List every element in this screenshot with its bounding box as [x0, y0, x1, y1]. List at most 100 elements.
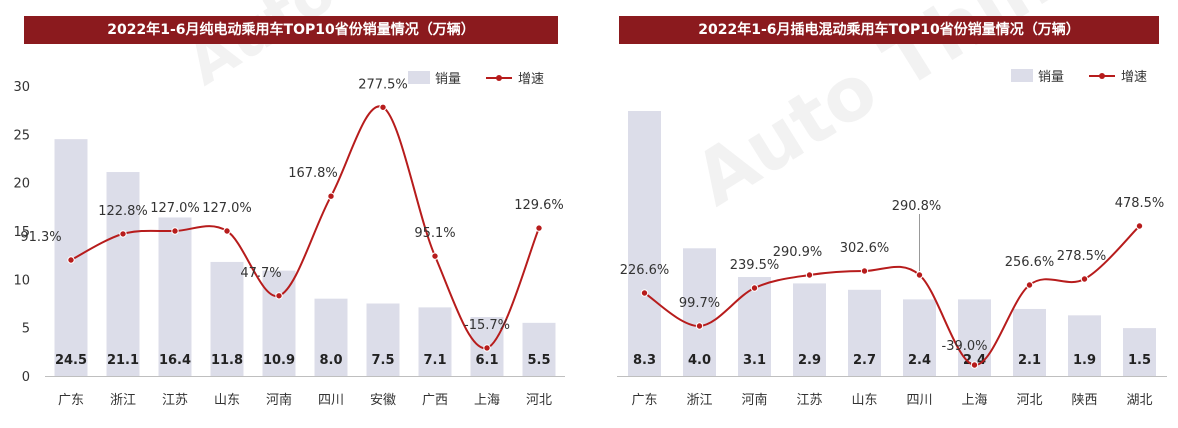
bar-value-label: 5.5 [527, 353, 550, 368]
category-label: 河南 [741, 392, 767, 408]
growth-point [327, 192, 335, 200]
growth-point [483, 344, 491, 352]
bar [522, 322, 556, 376]
bar-value-label: 21.1 [107, 353, 139, 368]
growth-label: -15.7% [464, 318, 510, 333]
legend-line-label: 增速 [518, 72, 544, 87]
category-label: 山东 [851, 393, 877, 408]
category-label: 广东 [58, 393, 84, 408]
bar-value-label: 8.3 [633, 353, 656, 368]
legend: 销量 增速 [1011, 69, 1147, 85]
growth-point [431, 252, 439, 260]
bar [628, 111, 661, 376]
growth-label: 127.0% [150, 201, 200, 216]
bar [366, 303, 400, 376]
bar [314, 298, 348, 376]
growth-label: 226.6% [620, 263, 670, 278]
legend-line-label: 增速 [1121, 70, 1147, 85]
growth-point [171, 227, 179, 235]
growth-point [223, 227, 231, 235]
category-label: 浙江 [110, 393, 136, 408]
bar [683, 248, 716, 376]
growth-point [1025, 281, 1034, 289]
growth-line [643, 225, 1141, 367]
growth-label: 47.7% [240, 266, 281, 281]
y-tick-label: 15 [13, 225, 30, 240]
growth-label: 129.6% [514, 198, 564, 213]
growth-point [640, 289, 649, 297]
bar-value-label: 1.5 [1128, 353, 1151, 368]
bar [738, 277, 771, 376]
category-label: 湖北 [1126, 393, 1152, 408]
bar-value-label: 8.0 [319, 353, 342, 368]
legend: 销量 增速 [408, 71, 544, 87]
category-label: 浙江 [686, 393, 712, 408]
bar-value-label: 6.1 [475, 353, 498, 368]
growth-label: 478.5% [1115, 196, 1165, 211]
growth-point [275, 292, 283, 300]
category-label: 河南 [266, 392, 292, 408]
bar-value-label: 10.9 [263, 353, 295, 368]
category-label: 陕西 [1071, 393, 1097, 408]
growth-line [70, 105, 540, 349]
category-label: 河北 [526, 393, 552, 408]
category-label: 广东 [631, 393, 657, 408]
chart-phev: 广东8.3浙江4.0河南3.1江苏2.9山东2.7四川2.4上海2.4河北2.1… [617, 69, 1167, 408]
bar-value-label: 1.9 [1073, 353, 1096, 368]
bar-value-label: 4.0 [688, 353, 711, 368]
growth-point [970, 361, 979, 369]
category-label: 广西 [422, 393, 448, 408]
bar-value-label: 24.5 [55, 353, 87, 368]
chart-panel-bev: 2022年1-6月纯电动乘用车TOP10省份销量情况（万辆） 0 5 10 15 20 2… [0, 0, 575, 428]
growth-label: -39.0% [942, 339, 988, 354]
growth-label: 95.1% [414, 226, 455, 241]
y-tick-label: 20 [13, 177, 30, 192]
category-label: 四川 [906, 393, 932, 408]
growth-label: 256.6% [1005, 255, 1055, 270]
y-tick-label: 30 [13, 80, 30, 95]
growth-point [1080, 275, 1089, 283]
category-label: 安徽 [370, 393, 396, 408]
bar-value-label: 7.5 [371, 353, 394, 368]
bar [210, 261, 244, 376]
growth-label: 302.6% [840, 241, 890, 256]
growth-point [1135, 222, 1144, 230]
y-tick-label: 5 [22, 322, 30, 337]
growth-point [695, 322, 704, 330]
bar-value-label: 7.1 [423, 353, 446, 368]
category-label: 山东 [214, 393, 240, 408]
bar [903, 299, 936, 376]
y-tick-label: 25 [13, 128, 30, 143]
growth-label: 127.0% [202, 201, 252, 216]
growth-label: 167.8% [288, 166, 338, 181]
growth-label: 122.8% [98, 204, 148, 219]
category-label: 江苏 [796, 392, 822, 408]
category-label: 河北 [1016, 393, 1042, 408]
growth-label: 99.7% [679, 296, 720, 311]
legend-bar-swatch [1011, 69, 1033, 82]
bar [1013, 308, 1046, 376]
bar [418, 307, 452, 376]
chart-title-phev: 2022年1-6月插电混动乘用车TOP10省份销量情况（万辆） [619, 16, 1159, 44]
category-label: 上海 [474, 393, 500, 408]
bar-value-label: 3.1 [743, 353, 766, 368]
legend-line-marker [1099, 73, 1105, 79]
growth-point [119, 230, 127, 238]
chart-panel-phev: 2022年1-6月插电混动乘用车TOP10省份销量情况（万辆） 广东 8.3 浙江 4… [603, 0, 1178, 428]
growth-label: 239.5% [730, 258, 780, 273]
bar-value-label: 2.1 [1018, 353, 1041, 368]
growth-point [860, 267, 869, 275]
bar [158, 217, 192, 376]
category-label: 上海 [961, 393, 987, 408]
category-label: 江苏 [162, 392, 188, 408]
legend-bar-label: 销量 [435, 72, 461, 87]
growth-label: 277.5% [358, 77, 408, 92]
category-label: 四川 [318, 393, 344, 408]
bar [1068, 315, 1101, 376]
chart-title-bev: 2022年1-6月纯电动乘用车TOP10省份销量情况（万辆） [24, 16, 558, 44]
legend-line-marker [496, 75, 502, 81]
growth-label: 290.9% [773, 245, 823, 260]
growth-label: 278.5% [1057, 249, 1107, 264]
growth-label: 290.8% [892, 199, 942, 214]
legend-bar-swatch [408, 71, 430, 84]
